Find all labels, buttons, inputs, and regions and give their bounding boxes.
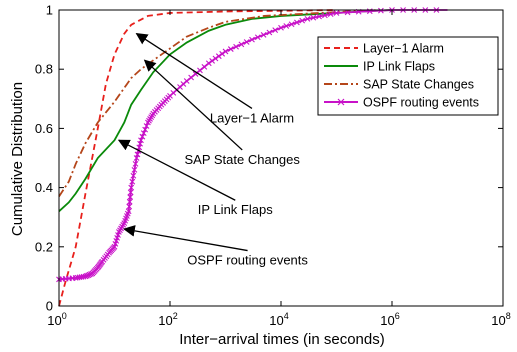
series-marker (227, 46, 234, 52)
y-tick-label-1: 0.2 (35, 239, 53, 254)
legend-marker-3 (337, 98, 345, 106)
series-marker (272, 27, 279, 34)
series-marker (249, 36, 255, 43)
series-marker (238, 41, 245, 48)
legend: Layer−1 Alarm IP Link Flaps SAP State Chan… (317, 36, 499, 116)
series-marker (209, 58, 216, 64)
y-tick-label-5: 1 (46, 3, 53, 18)
y-tick-label-0: 0 (46, 299, 53, 314)
annotation-label-3: OSPF routing events (187, 253, 308, 268)
series-marker (140, 130, 147, 137)
legend-label-2: SAP State Changes (363, 78, 474, 92)
series-marker (126, 203, 133, 210)
annotation-arrow-1 (143, 59, 243, 151)
series-marker (131, 166, 138, 173)
series-marker (130, 172, 137, 179)
series-marker (183, 78, 190, 84)
series-marker (233, 43, 239, 50)
series-marker (138, 137, 144, 144)
series-marker (128, 184, 135, 191)
series-marker (126, 198, 133, 205)
y-tick-label-4: 0.8 (35, 62, 53, 77)
y-tick-label-2: 0.4 (35, 180, 53, 195)
series-marker (197, 67, 203, 74)
x-tick-label-1: 102 (158, 311, 177, 328)
series-marker (80, 273, 87, 280)
series-marker (378, 7, 384, 14)
x-tick-label-0: 100 (47, 311, 66, 328)
x-tick-label-4: 108 (491, 311, 510, 328)
series-marker (127, 189, 134, 196)
annotation-arrow-3 (123, 225, 248, 252)
series-marker (205, 60, 212, 67)
series-marker (219, 50, 226, 57)
y-tick-label-3: 0.6 (35, 121, 53, 136)
series-marker (333, 10, 340, 16)
series-marker (212, 55, 219, 62)
annotation-arrow-0 (135, 33, 253, 110)
series-marker (127, 194, 134, 200)
annotation-arrow-2 (117, 139, 236, 201)
annotation-label-2: IP Link Flaps (198, 202, 273, 217)
legend-label-3: OSPF routing events (363, 96, 479, 110)
series-marker (129, 178, 136, 185)
series-marker (142, 126, 149, 133)
y-axis-label: Cumulative Distribution (9, 82, 26, 236)
series-marker (288, 21, 295, 28)
series-marker (266, 29, 273, 36)
series-marker (260, 31, 267, 38)
series-marker (143, 123, 150, 129)
series-marker (254, 34, 261, 41)
series-marker (139, 133, 146, 140)
series-marker (310, 14, 317, 21)
series-marker (293, 19, 300, 26)
series-marker (344, 9, 351, 16)
annotation-label-0: Layer−1 Alarm (210, 110, 294, 125)
series-marker (201, 63, 208, 70)
annotation-label-1: SAP State Changes (185, 152, 301, 167)
series-marker (278, 24, 284, 31)
series-marker (299, 17, 306, 24)
legend-label-1: IP Link Flaps (363, 60, 435, 74)
series-marker (304, 15, 311, 22)
x-axis-label: Inter−arrival times (in seconds) (179, 331, 385, 348)
series-line-1 (58, 9, 393, 212)
series-marker (243, 39, 250, 45)
series-marker (125, 208, 132, 215)
series-marker (188, 74, 195, 81)
x-tick-label-2: 104 (269, 311, 288, 328)
legend-label-0: Layer−1 Alarm (363, 42, 444, 56)
axes: 100 102 104 106 108 0 0.2 0.4 0.6 0.8 1 (35, 3, 511, 329)
annotations-layer: Layer−1 Alarm SAP State Changes IP Link Fl… (117, 33, 308, 268)
series-marker (316, 13, 322, 20)
series-marker (132, 161, 139, 167)
x-tick-label-3: 106 (380, 311, 399, 328)
series-marker (327, 11, 334, 18)
series-marker (222, 48, 229, 55)
series-marker (283, 23, 290, 29)
series-marker (322, 12, 328, 19)
series-marker (215, 53, 222, 60)
